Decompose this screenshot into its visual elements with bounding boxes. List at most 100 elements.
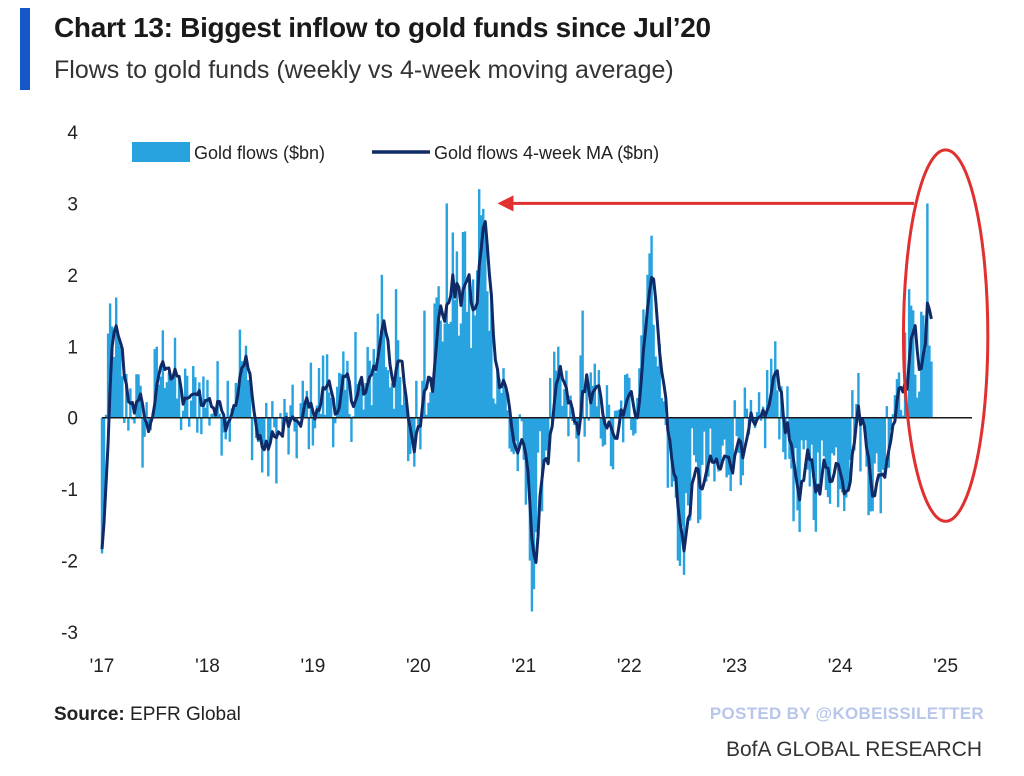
flow-bar bbox=[313, 417, 317, 429]
flow-bar bbox=[889, 417, 893, 431]
flow-bar bbox=[875, 417, 878, 454]
flow-bar bbox=[486, 291, 489, 418]
flow-bar bbox=[743, 387, 747, 418]
flow-bar bbox=[457, 335, 461, 418]
flow-bar bbox=[427, 402, 430, 418]
flow-bar bbox=[778, 417, 781, 440]
flow-bar bbox=[293, 417, 296, 432]
flow-bar bbox=[192, 366, 195, 418]
flow-bar bbox=[893, 395, 897, 418]
flow-bar bbox=[713, 417, 716, 482]
flow-bar bbox=[644, 326, 647, 418]
flow-bar bbox=[581, 310, 584, 418]
flow-bar bbox=[179, 417, 183, 431]
flow-bar bbox=[498, 378, 501, 418]
flow-bar bbox=[218, 413, 221, 418]
flow-bar bbox=[323, 414, 327, 418]
flow-bar bbox=[682, 417, 686, 575]
flow-bar bbox=[705, 417, 708, 482]
flow-bar bbox=[526, 417, 530, 480]
flow-bar bbox=[425, 414, 428, 418]
flow-bar bbox=[709, 417, 712, 429]
flow-bar bbox=[317, 368, 321, 418]
flow-bar bbox=[360, 388, 363, 418]
flow-bar bbox=[102, 417, 106, 510]
flow-bar bbox=[559, 370, 562, 418]
flow-bar bbox=[873, 417, 876, 464]
y-tick-label: -1 bbox=[61, 480, 78, 501]
flow-bar bbox=[441, 341, 444, 418]
flow-bar bbox=[311, 417, 315, 446]
flow-bar bbox=[350, 417, 353, 442]
flow-bar bbox=[804, 417, 807, 441]
y-tick-label: -2 bbox=[61, 552, 78, 573]
flow-bar bbox=[250, 417, 254, 461]
flow-bar bbox=[723, 417, 726, 440]
flow-bar bbox=[918, 391, 921, 418]
flow-bar bbox=[548, 377, 552, 418]
flow-bar bbox=[518, 414, 521, 418]
flow-bar bbox=[859, 417, 862, 472]
flow-bar bbox=[469, 347, 473, 418]
flow-bar bbox=[542, 417, 546, 459]
flow-bar bbox=[924, 350, 927, 418]
flow-bar bbox=[202, 376, 205, 418]
flow-bar bbox=[808, 417, 811, 487]
y-tick-label: 3 bbox=[67, 194, 78, 215]
flow-bar bbox=[382, 327, 386, 418]
flow-bar bbox=[634, 417, 637, 434]
flow-bar bbox=[648, 253, 651, 418]
flow-bar bbox=[871, 417, 874, 512]
flow-bar bbox=[672, 417, 676, 482]
flow-bar bbox=[358, 383, 361, 418]
flow-bar bbox=[123, 417, 126, 423]
flow-bar bbox=[660, 397, 663, 418]
flow-bar bbox=[737, 417, 740, 453]
flow-bar bbox=[534, 417, 538, 533]
flow-bar bbox=[295, 417, 298, 459]
flow-bar bbox=[200, 417, 203, 435]
flow-bar bbox=[847, 417, 850, 492]
flow-bar bbox=[656, 366, 659, 418]
flow-bar bbox=[287, 417, 290, 455]
flow-bar bbox=[175, 398, 179, 418]
flow-bar bbox=[824, 417, 828, 490]
flow-bar bbox=[774, 341, 777, 418]
flow-bar bbox=[800, 417, 803, 441]
x-tick-label: '24 bbox=[828, 656, 853, 677]
x-tick-label: '23 bbox=[722, 656, 747, 677]
flow-bar bbox=[171, 374, 175, 418]
flow-bar bbox=[877, 417, 880, 473]
flow-bar bbox=[599, 417, 603, 439]
flow-bar bbox=[459, 323, 463, 418]
flow-bar bbox=[114, 297, 118, 418]
posted-by-watermark: POSTED BY @KOBEISSILETTER bbox=[709, 704, 984, 723]
flow-bar bbox=[161, 330, 165, 418]
legend-label-ma: Gold flows 4-week MA ($bn) bbox=[434, 143, 659, 163]
chart-area: -3 -2 -1 0 1 2 3 4 '17 '18 '19 '20 '21 '22 '23 '24 '25 Go… bbox=[0, 110, 1024, 700]
flow-bar bbox=[299, 403, 302, 418]
flow-bar bbox=[611, 417, 615, 470]
flow-bar bbox=[607, 404, 611, 418]
flow-bar bbox=[362, 409, 365, 418]
flow-bar bbox=[757, 392, 761, 418]
flow-bar bbox=[883, 417, 887, 478]
flow-bar bbox=[810, 417, 814, 445]
flow-bar bbox=[273, 417, 276, 428]
flow-bar bbox=[615, 410, 619, 418]
flow-bar bbox=[455, 251, 459, 418]
flow-bar bbox=[624, 374, 627, 418]
flow-bar bbox=[131, 417, 134, 420]
flow-bar bbox=[678, 417, 682, 566]
flow-bar bbox=[680, 417, 684, 527]
flow-bar bbox=[291, 384, 294, 418]
flow-bar bbox=[169, 376, 173, 418]
flow-bar bbox=[772, 377, 775, 418]
legend-label-bars: Gold flows ($bn) bbox=[194, 143, 325, 163]
flow-bar bbox=[407, 417, 410, 462]
x-tick-label: '18 bbox=[195, 656, 220, 677]
flow-bar bbox=[553, 351, 556, 418]
flow-bar bbox=[494, 403, 497, 418]
flow-bar bbox=[502, 368, 505, 418]
flow-bar bbox=[104, 414, 108, 418]
